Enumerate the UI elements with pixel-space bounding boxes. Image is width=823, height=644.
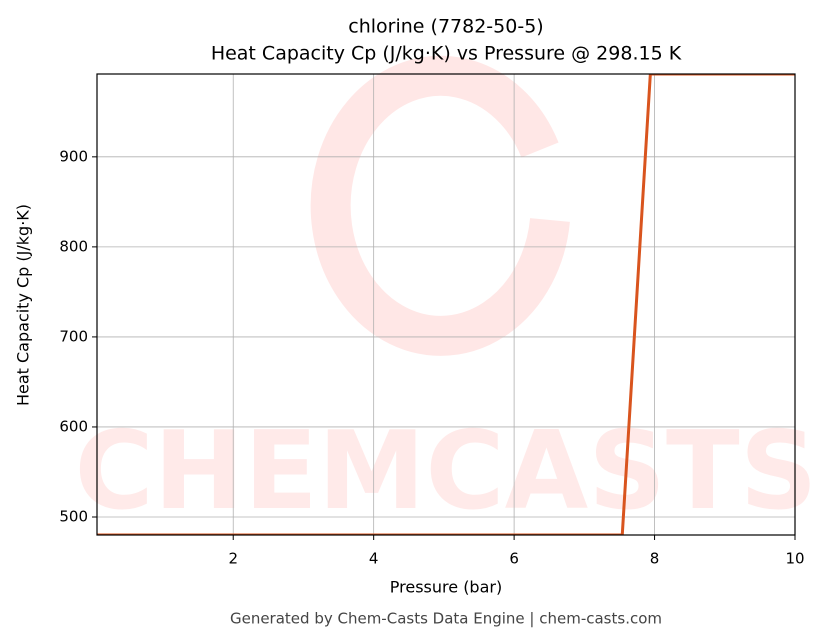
x-tick-label: 8 [650, 550, 660, 568]
y-axis-label: Heat Capacity Cp (J/kg·K) [14, 204, 33, 406]
y-tick-label: 900 [59, 147, 88, 165]
y-tick-label: 600 [59, 417, 88, 435]
logo-c [310, 55, 570, 356]
data-line [97, 74, 795, 535]
x-tick-label: 6 [509, 550, 519, 568]
x-tick-label: 4 [369, 550, 379, 568]
plot-frame [96, 73, 796, 536]
watermark-logo [310, 55, 570, 356]
footer: Generated by Chem-Casts Data Engine | ch… [230, 610, 662, 628]
x-axis-label: Pressure (bar) [390, 578, 502, 597]
watermark: CHEMCASTS [75, 409, 818, 534]
x-tick-label: 10 [785, 550, 804, 568]
y-tick-label: 500 [59, 507, 88, 525]
y-tick-label: 700 [59, 327, 88, 345]
y-tick-label: 800 [59, 237, 88, 255]
x-tick-label: 2 [228, 550, 238, 568]
chart-subtitle: Heat Capacity Cp (J/kg·K) vs Pressure @ … [211, 43, 682, 65]
chart-title: chlorine (7782-50-5) [348, 16, 543, 38]
